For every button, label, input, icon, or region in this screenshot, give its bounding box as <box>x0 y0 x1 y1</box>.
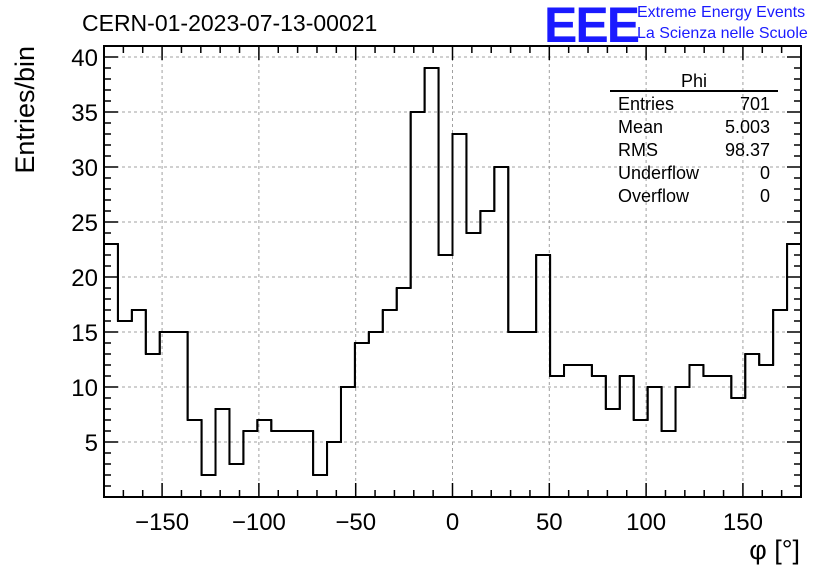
histogram-bin <box>480 211 494 497</box>
histogram-bin <box>355 343 369 497</box>
histogram-bin <box>313 475 327 497</box>
histogram-bin <box>118 321 132 497</box>
stats-row-label: Mean <box>618 117 663 137</box>
histogram-bin <box>299 431 313 497</box>
stats-row-value: 701 <box>740 94 770 114</box>
histogram-bin <box>773 310 787 497</box>
histogram-bin <box>494 167 508 497</box>
y-tick-label: 35 <box>71 100 98 127</box>
histogram-bin <box>731 398 745 497</box>
histogram-layer <box>104 67 801 497</box>
histogram-bin <box>202 475 216 497</box>
histogram-bin <box>425 68 439 497</box>
histogram-bin <box>341 387 355 497</box>
y-axis-label: Entries/bin <box>10 46 40 174</box>
stats-rows: Entries 701 Mean 5.003 RMS 98.37 Underflow 0 Ove… <box>618 94 770 206</box>
histogram-bin <box>439 255 453 497</box>
y-tick-label: 25 <box>71 210 98 237</box>
histogram-bin <box>536 255 550 497</box>
histogram-bin <box>243 431 257 497</box>
histogram-bin <box>369 332 383 497</box>
histogram-bin <box>550 376 564 497</box>
histogram-bin <box>160 332 174 497</box>
eee-logo-line2: La Scienza nelle Scuole <box>637 25 808 42</box>
histogram-bin <box>383 310 397 497</box>
histogram-bin <box>787 244 801 497</box>
stats-row-value: 0 <box>760 186 770 206</box>
histogram-bin <box>745 354 759 497</box>
y-tick-label: 20 <box>71 265 98 292</box>
stats-row-value: 5.003 <box>725 117 770 137</box>
eee-logo-line1: Extreme Energy Events <box>637 4 806 21</box>
stats-box: Phi Entries 701 Mean 5.003 RMS 98.37 Underflow… <box>610 71 778 206</box>
stats-row-value: 0 <box>760 163 770 183</box>
histogram-bin <box>146 354 160 497</box>
histogram-bin <box>453 134 467 497</box>
histogram-bin <box>508 332 522 497</box>
x-tick-label: −50 <box>335 509 376 536</box>
histogram-bin <box>174 332 188 497</box>
histogram-bin <box>522 332 536 497</box>
histogram-bin <box>703 376 717 497</box>
eee-logo: EEE <box>544 0 640 53</box>
tick-label-layer: −150 −100 −50 0 50 100 150 5 10 15 20 25 30 35 40 <box>71 45 763 536</box>
tick-layer <box>103 45 802 497</box>
histogram-bin <box>578 365 592 497</box>
x-tick-label: 50 <box>536 509 563 536</box>
stats-row-label: RMS <box>618 140 658 160</box>
histogram-bin <box>285 431 299 497</box>
x-tick-label: 150 <box>723 509 763 536</box>
histogram-bin <box>676 387 690 497</box>
y-tick-label: 30 <box>71 155 98 182</box>
histogram-bin <box>132 310 146 497</box>
histogram-bin <box>648 387 662 497</box>
stats-row-label: Underflow <box>618 163 700 183</box>
x-tick-label: 0 <box>446 509 459 536</box>
stats-row-label: Overflow <box>618 186 690 206</box>
histogram-bin <box>229 464 243 497</box>
histogram-bin <box>411 112 425 497</box>
histogram-bin <box>592 376 606 497</box>
x-tick-label: −150 <box>135 509 189 536</box>
histogram-bin <box>662 431 676 497</box>
histogram-bin <box>620 376 634 497</box>
histogram-bin <box>466 233 480 497</box>
x-tick-label: −100 <box>232 509 286 536</box>
y-tick-label: 5 <box>85 430 98 457</box>
y-tick-label: 10 <box>71 375 98 402</box>
histogram-bin <box>216 409 230 497</box>
y-tick-label: 40 <box>71 45 98 72</box>
stats-title: Phi <box>681 71 707 91</box>
x-axis-label: φ [°] <box>749 535 800 565</box>
stats-row-value: 98.37 <box>725 140 770 160</box>
histogram-bin <box>397 288 411 497</box>
histogram-bin <box>689 365 703 497</box>
stats-row-label: Entries <box>618 94 674 114</box>
histogram-bin <box>327 442 341 497</box>
x-tick-label: 100 <box>626 509 666 536</box>
histogram-bin <box>759 365 773 497</box>
histogram-bin <box>717 376 731 497</box>
histogram-bin <box>188 420 202 497</box>
run-title: CERN-01-2023-07-13-00021 <box>82 10 378 36</box>
histogram-bin <box>104 244 118 497</box>
histogram-bin <box>606 409 620 497</box>
y-tick-label: 15 <box>71 320 98 347</box>
histogram-bin <box>271 431 285 497</box>
histogram-bin <box>564 365 578 497</box>
